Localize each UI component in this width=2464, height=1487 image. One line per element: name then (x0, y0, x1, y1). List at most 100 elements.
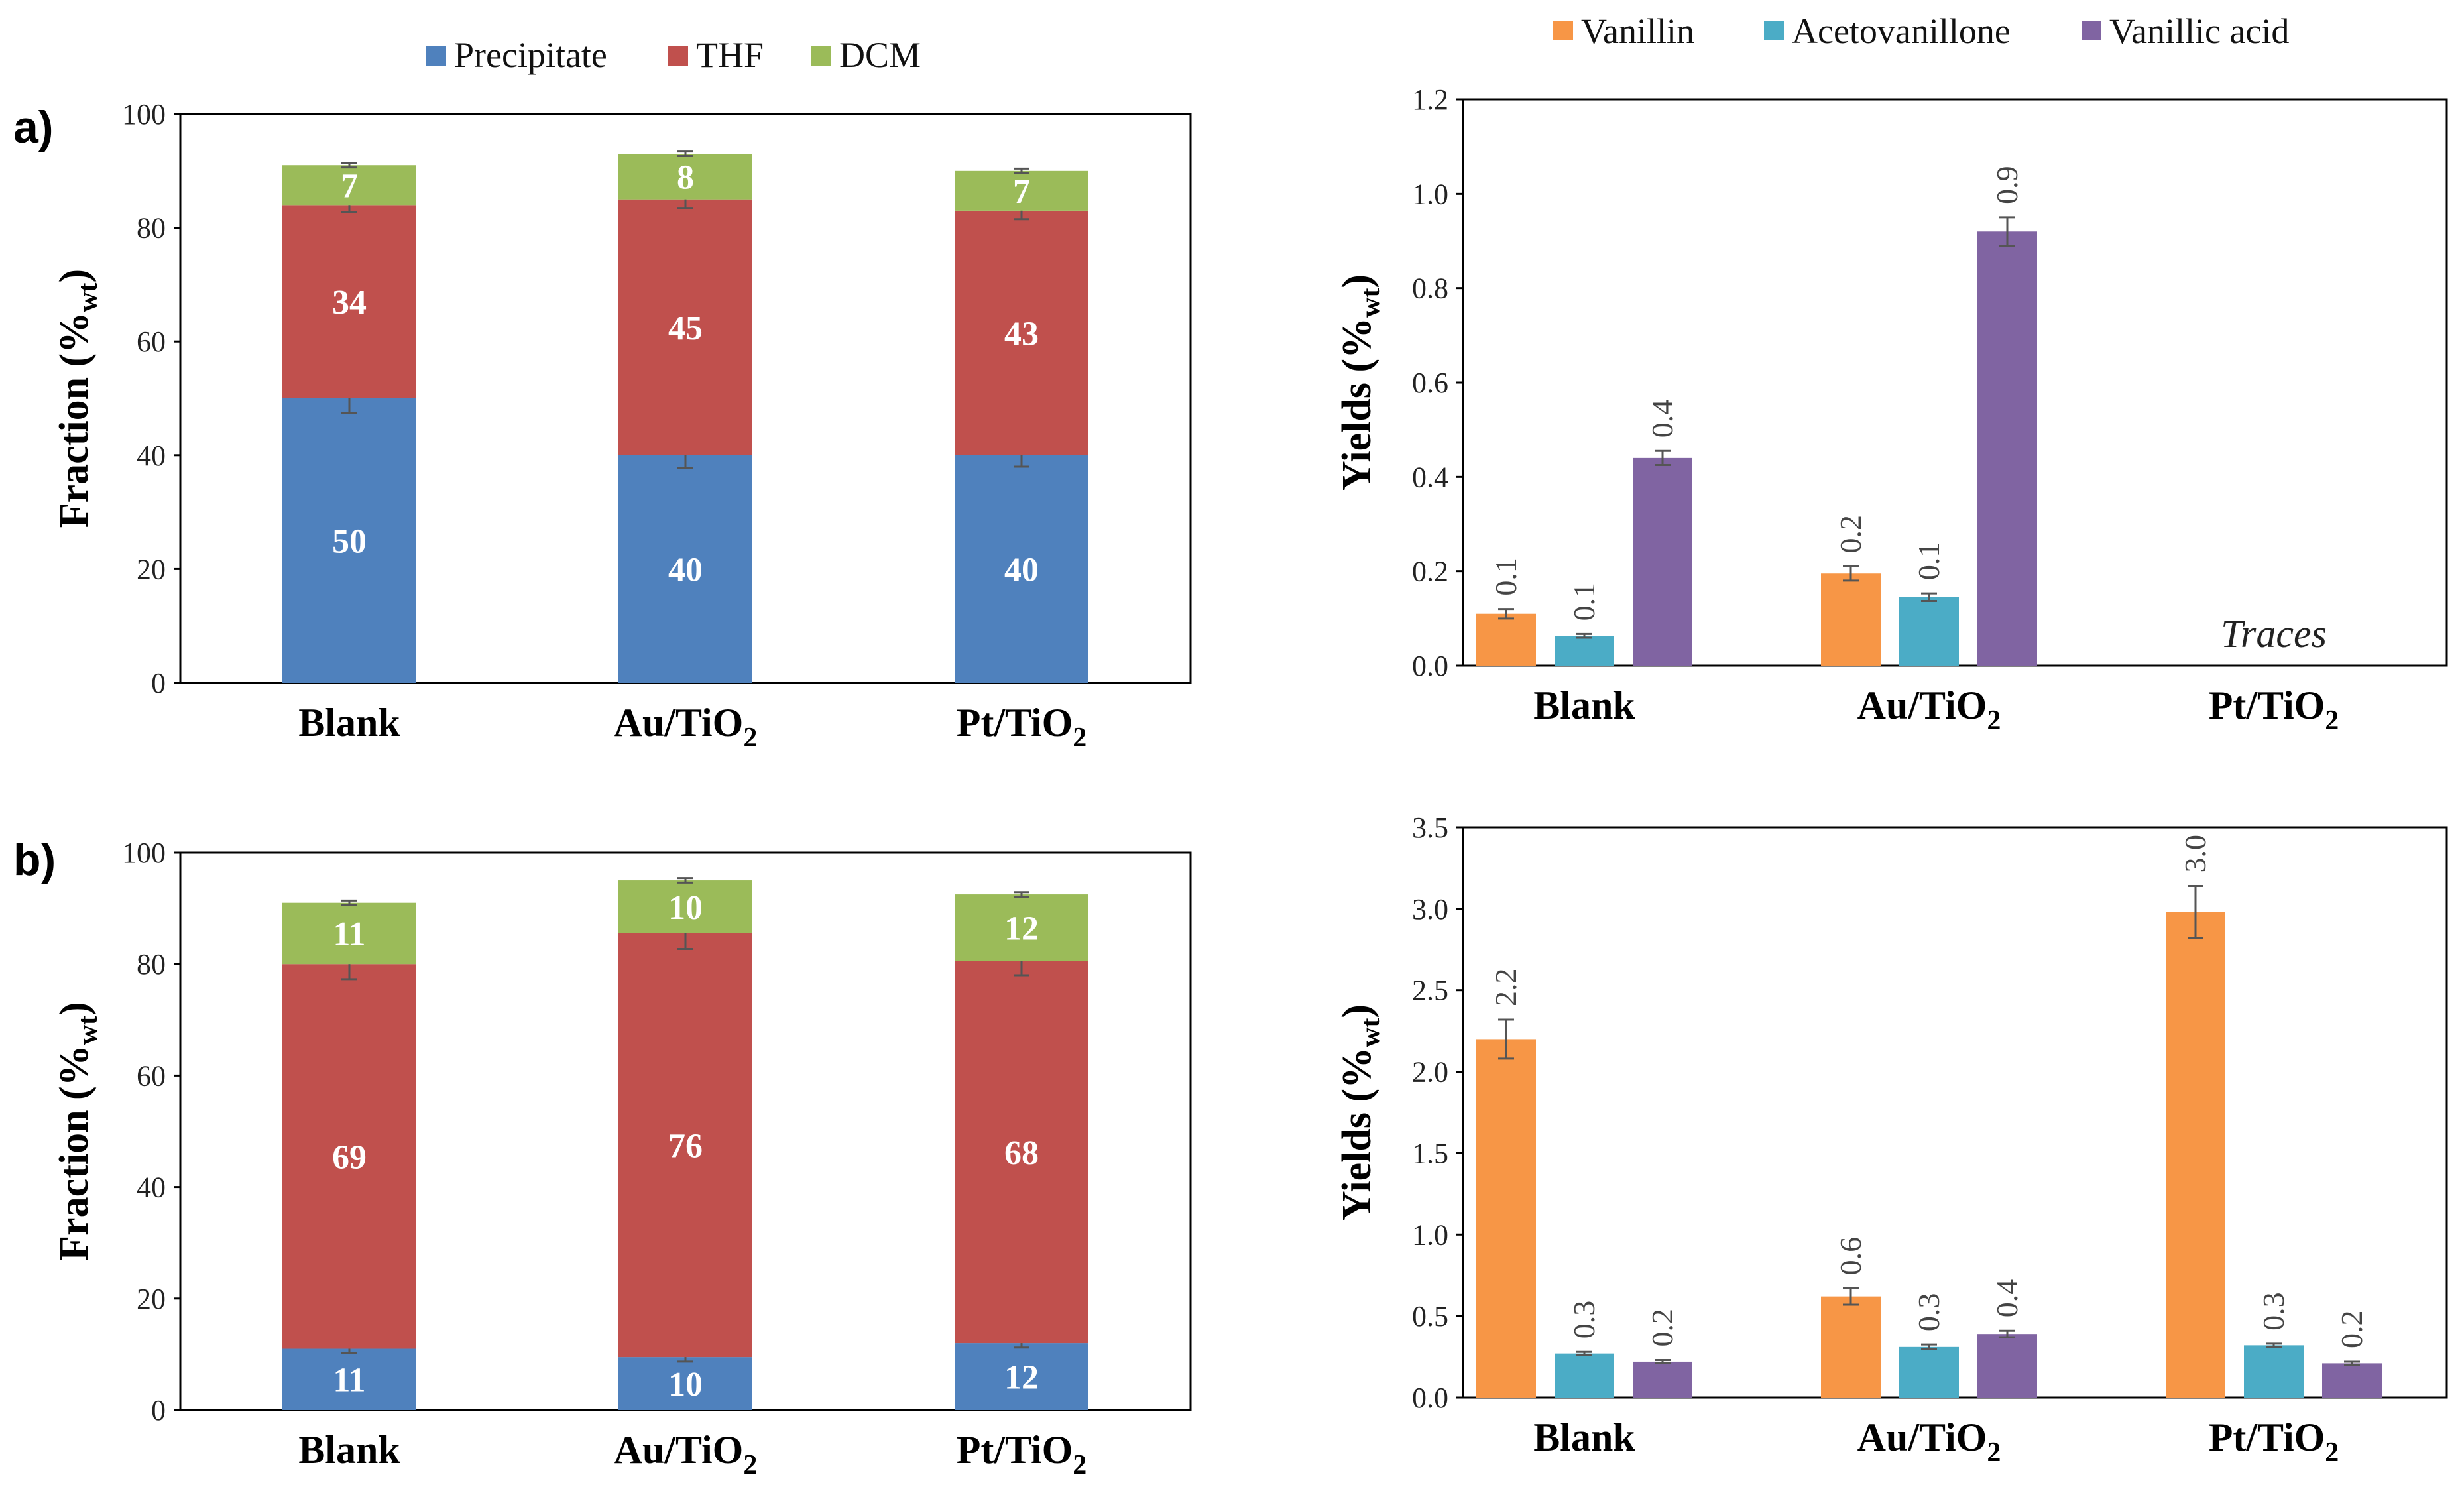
y-tick-label: 0 (151, 667, 166, 699)
bar-vanillin (1476, 1039, 1536, 1398)
y-tick-label: 1.2 (1412, 84, 1448, 116)
legend-label-thf: THF (696, 35, 764, 75)
data-label-precipitate: 11 (333, 1362, 365, 1399)
data-label-thf: 76 (668, 1128, 703, 1165)
y-axis-label: Yields (%wt) (1334, 1004, 1386, 1220)
data-label-precipitate: 10 (668, 1366, 703, 1403)
bar-precipitate (282, 398, 416, 683)
y-tick-label: 0.6 (1412, 367, 1448, 399)
y-axis-label: Yields (%wt) (1334, 274, 1386, 491)
bar-precipitate (282, 1348, 416, 1410)
legend-label-dcm: DCM (839, 35, 921, 75)
y-tick-label: 1.0 (1412, 178, 1448, 210)
bar-acetovanillone (1899, 1346, 1959, 1398)
panel-tag-a: a) (13, 102, 53, 152)
data-label-vanillin: 2.2 (1489, 968, 1523, 1006)
legend-swatch-thf (668, 46, 688, 66)
data-label-thf: 68 (1004, 1134, 1039, 1172)
x-category-label: Au/TiO2 (614, 1428, 758, 1480)
data-label-thf: 45 (668, 310, 703, 347)
bar-acetovanillone (1555, 1353, 1614, 1398)
y-tick-label: 0.2 (1412, 556, 1448, 588)
y-tick-label: 100 (122, 837, 166, 869)
x-category-label: Blank (1533, 684, 1635, 727)
data-label-acetovanillone: 0.3 (1567, 1301, 1601, 1339)
x-category-label: Au/TiO2 (1857, 684, 2001, 736)
panel-tag-b: b) (13, 835, 56, 885)
bar-thf (282, 205, 416, 398)
y-tick-label: 20 (137, 1283, 166, 1315)
data-label-vanillin: 0.6 (1834, 1237, 1867, 1276)
y-axis-label: Fraction (%wt) (52, 1002, 103, 1260)
y-tick-label: 0 (151, 1394, 166, 1427)
data-label-precipitate: 50 (332, 523, 367, 561)
legend-swatch-dcm (811, 46, 831, 66)
bar-precipitate (618, 1357, 752, 1410)
y-tick-label: 60 (137, 326, 166, 358)
bar-dcm (618, 154, 752, 200)
bar-dcm (618, 880, 752, 933)
bar-dcm (955, 170, 1088, 211)
legend-label-vanillin: Vanillin (1581, 11, 1694, 51)
y-tick-label: 80 (137, 212, 166, 245)
chart-yields-b: 0.0 0.5 1.0 1.5 2.0 2.5 3.0 3.5 Yields (%wt) Blan… (1334, 811, 2448, 1468)
data-label-acetovanillone: 0.3 (1912, 1293, 1946, 1332)
data-label-vanillic-acid: 0.4 (1645, 400, 1679, 438)
data-label-acetovanillone: 0.3 (2257, 1292, 2290, 1331)
y-tick-label: 80 (137, 948, 166, 981)
legend-label-vanillic-acid: Vanillic acid (2109, 11, 2289, 51)
y-tick-label: 1.5 (1412, 1137, 1448, 1169)
y-tick-label: 0.8 (1412, 272, 1448, 305)
legend-swatch-precipitate (426, 46, 446, 66)
bar-acetovanillone (1555, 636, 1614, 666)
y-tick-label: 3.0 (1412, 893, 1448, 925)
legend-fractions: Precipitate THF DCM (426, 35, 921, 75)
data-label-acetovanillone: 0.1 (1912, 542, 1946, 581)
data-label-precipitate: 40 (668, 551, 703, 589)
data-label-thf: 69 (332, 1138, 367, 1176)
bar-thf (955, 961, 1088, 1344)
data-label-dcm: 8 (677, 158, 694, 196)
y-tick-label: 100 (122, 98, 166, 131)
legend-swatch-vanillic-acid (2082, 21, 2101, 40)
y-tick-label: 0.4 (1412, 461, 1448, 493)
bar-acetovanillone (1899, 597, 1959, 666)
x-category-label: Blank (1533, 1415, 1635, 1459)
x-category-label: Pt/TiO2 (957, 701, 1087, 753)
data-label-precipitate: 12 (1004, 1359, 1039, 1397)
bar-vanillin (1821, 573, 1881, 666)
chart-fraction-a: 0 20 40 60 80 100 Fraction (%wt) Blank Au/TiO2 Pt… (52, 98, 1192, 753)
chart-yields-a: 0.0 0.2 0.4 0.6 0.8 1.0 1.2 Yields (%wt) Blank Au… (1334, 84, 2448, 736)
bar-thf (618, 199, 752, 455)
data-label-vanillic-acid: 0.2 (1645, 1309, 1679, 1347)
bar-vanillin (1821, 1296, 1881, 1398)
legend-swatch-vanillin (1553, 21, 1573, 40)
data-label-dcm: 11 (333, 916, 365, 953)
x-category-label: Au/TiO2 (1857, 1415, 2001, 1468)
data-label-acetovanillone: 0.1 (1567, 583, 1601, 621)
y-axis-label: Fraction (%wt) (52, 269, 103, 528)
bar-vanillin (2166, 912, 2225, 1398)
data-label-precipitate: 40 (1004, 551, 1039, 589)
bar-thf (955, 210, 1088, 455)
y-tick-label: 20 (137, 553, 166, 585)
bar-dcm (282, 165, 416, 206)
data-label-dcm: 12 (1004, 910, 1039, 948)
y-tick-label: 0.0 (1412, 1382, 1448, 1414)
bar-precipitate (955, 1343, 1088, 1410)
data-label-vanillic-acid: 0.2 (2335, 1310, 2369, 1348)
y-tick-label: 1.0 (1412, 1219, 1448, 1251)
y-tick-label: 0.5 (1412, 1300, 1448, 1333)
data-label-thf: 43 (1004, 315, 1039, 353)
bar-dcm (282, 902, 416, 965)
bar-vanillin (1476, 613, 1536, 666)
traces-annotation: Traces (2221, 612, 2327, 656)
chart-fraction-b: 0 20 40 60 80 100 Fraction (%wt) Blank Au/TiO2 Pt… (52, 837, 1192, 1480)
data-label-vanillin: 3.0 (2178, 835, 2212, 873)
data-label-dcm: 10 (668, 889, 703, 927)
y-tick-label: 40 (137, 440, 166, 472)
legend-label-precipitate: Precipitate (454, 35, 607, 75)
x-category-label: Pt/TiO2 (957, 1428, 1087, 1480)
legend-swatch-acetovanillone (1764, 21, 1784, 40)
